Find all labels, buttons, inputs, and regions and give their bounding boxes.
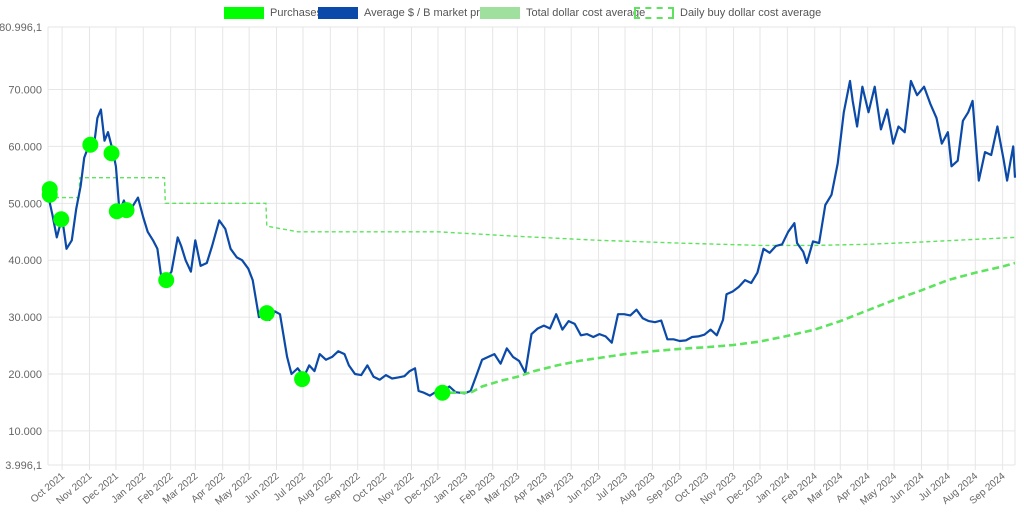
series-lines <box>46 79 1017 397</box>
purchase-point[interactable] <box>103 145 120 162</box>
purchase-point[interactable] <box>82 136 99 153</box>
legend-label-market-price: Average $ / B market price <box>364 7 495 19</box>
legend-label-purchases: Purchases <box>270 7 322 19</box>
y-axis-ticks: 80.996,1 70.000 60.000 50.000 40.000 30.000 20… <box>0 22 42 472</box>
purchase-point[interactable] <box>41 186 58 203</box>
y-tick-label: 10.000 <box>8 426 42 438</box>
y-tick-label: 30.000 <box>8 312 42 324</box>
purchase-points <box>41 136 451 401</box>
chart-legend: Purchases Average $ / B market price Tot… <box>0 4 1024 22</box>
legend-swatch-daily-dca <box>634 7 674 19</box>
legend-label-total-dca: Total dollar cost average <box>526 7 646 19</box>
series-line-market-price <box>46 79 1017 397</box>
y-tick-label: 40.000 <box>8 255 42 267</box>
legend-item-total-dca[interactable]: Total dollar cost average <box>480 4 645 22</box>
purchase-point[interactable] <box>53 211 70 228</box>
legend-item-daily-dca[interactable]: Daily buy dollar cost average <box>634 4 821 22</box>
series-line-daily-dca <box>48 177 1016 247</box>
y-tick-label: 70.000 <box>8 85 42 97</box>
legend-label-daily-dca: Daily buy dollar cost average <box>680 7 822 19</box>
y-tick-label: 60.000 <box>8 141 42 153</box>
y-tick-label: 20.000 <box>8 369 42 381</box>
legend-swatch-purchases <box>224 7 264 19</box>
y-tick-label: 80.996,1 <box>0 22 42 34</box>
series-line-total-dca <box>438 261 1016 394</box>
purchase-point[interactable] <box>258 305 275 322</box>
purchase-point[interactable] <box>434 384 451 401</box>
purchase-point[interactable] <box>294 371 311 388</box>
legend-swatch-total-dca <box>480 7 520 19</box>
legend-item-purchases[interactable]: Purchases <box>224 4 322 22</box>
legend-item-market-price[interactable]: Average $ / B market price <box>318 4 494 22</box>
y-tick-label: 3.996,1 <box>5 460 42 472</box>
y-tick-label: 50.000 <box>8 198 42 210</box>
legend-swatch-market-price <box>318 7 358 19</box>
purchase-point[interactable] <box>158 272 175 289</box>
purchase-point[interactable] <box>118 202 135 219</box>
